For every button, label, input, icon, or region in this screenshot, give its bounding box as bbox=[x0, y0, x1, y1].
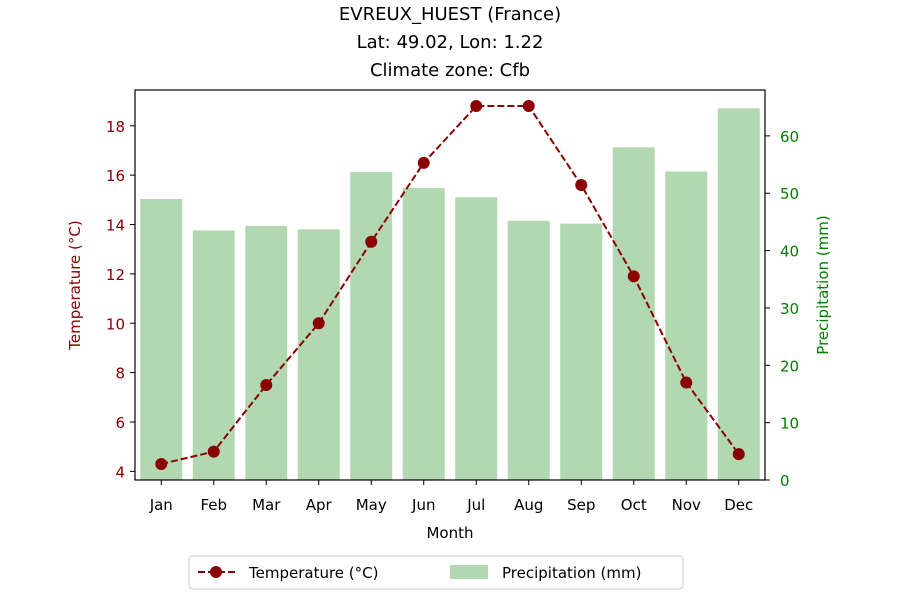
precipitation-bars bbox=[140, 108, 760, 480]
x-tick-label-may: May bbox=[356, 496, 387, 514]
right-tick-label-50: 50 bbox=[780, 185, 799, 203]
right-tick-label-10: 10 bbox=[780, 415, 799, 433]
x-tick-label-apr: Apr bbox=[306, 496, 333, 514]
legend-precipitation-swatch bbox=[450, 565, 488, 579]
right-y-axis: 0 10 20 30 40 50 60 bbox=[765, 128, 799, 490]
temperature-point-mar bbox=[260, 378, 273, 391]
x-tick-label-mar: Mar bbox=[252, 496, 281, 514]
temperature-point-feb bbox=[207, 445, 220, 458]
left-tick-label-16: 16 bbox=[106, 167, 125, 185]
temperature-point-may bbox=[365, 235, 378, 248]
x-axis: Jan Feb Mar Apr May Jun Jul Aug Sep Oct Nov Dec bbox=[149, 480, 753, 514]
x-tick-label-jun: Jun bbox=[411, 496, 435, 514]
legend-temperature-label: Temperature (°C) bbox=[248, 564, 378, 582]
x-tick-label-nov: Nov bbox=[672, 496, 701, 514]
precipitation-bar-jul bbox=[455, 197, 498, 480]
left-y-axis-label: Temperature (°C) bbox=[66, 220, 84, 350]
temperature-point-jan bbox=[155, 457, 168, 470]
legend-precipitation-label: Precipitation (mm) bbox=[502, 564, 641, 582]
legend-box bbox=[188, 555, 684, 590]
x-tick-label-sep: Sep bbox=[567, 496, 595, 514]
legend-temperature-marker bbox=[210, 566, 222, 578]
precipitation-bar-mar bbox=[245, 225, 288, 480]
precipitation-bar-jun bbox=[402, 188, 445, 480]
right-y-axis-label: Precipitation (mm) bbox=[814, 215, 832, 354]
x-tick-label-jul: Jul bbox=[466, 496, 485, 514]
x-tick-label-oct: Oct bbox=[621, 496, 647, 514]
temperature-point-aug bbox=[522, 100, 535, 113]
right-tick-label-60: 60 bbox=[780, 128, 799, 146]
precipitation-bar-dec bbox=[717, 108, 760, 480]
left-tick-label-8: 8 bbox=[115, 365, 125, 383]
temperature-point-oct bbox=[627, 270, 640, 283]
chart-title-line-1: EVREUX_HUEST (France) bbox=[339, 4, 561, 25]
temperature-point-nov bbox=[680, 376, 693, 389]
precipitation-bar-oct bbox=[612, 147, 655, 480]
left-tick-label-6: 6 bbox=[115, 414, 125, 432]
right-tick-label-30: 30 bbox=[780, 300, 799, 318]
precipitation-bar-sep bbox=[560, 223, 603, 480]
temperature-point-sep bbox=[575, 179, 588, 192]
precipitation-bar-may bbox=[350, 172, 393, 480]
left-tick-label-4: 4 bbox=[115, 463, 125, 481]
precipitation-bar-jan bbox=[140, 198, 183, 480]
left-y-axis: 4 6 8 10 12 14 16 18 bbox=[106, 118, 135, 481]
x-axis-label: Month bbox=[426, 524, 473, 542]
right-tick-label-20: 20 bbox=[780, 357, 799, 375]
precipitation-bar-apr bbox=[297, 229, 340, 480]
legend: Temperature (°C) Precipitation (mm) bbox=[188, 555, 684, 590]
temperature-line-layer bbox=[155, 100, 745, 470]
temperature-line bbox=[161, 105, 740, 465]
left-tick-label-12: 12 bbox=[106, 266, 125, 284]
x-tick-label-aug: Aug bbox=[514, 496, 543, 514]
chart-title-line-2: Lat: 49.02, Lon: 1.22 bbox=[357, 32, 544, 53]
precipitation-bar-aug bbox=[507, 220, 550, 480]
right-tick-label-0: 0 bbox=[780, 472, 790, 490]
left-tick-label-14: 14 bbox=[106, 217, 125, 235]
precipitation-bar-nov bbox=[665, 171, 708, 480]
temperature-point-jul bbox=[470, 100, 483, 113]
precipitation-bar-feb bbox=[192, 230, 235, 480]
temperature-point-jun bbox=[417, 156, 430, 169]
x-tick-label-jan: Jan bbox=[149, 496, 173, 514]
left-tick-label-10: 10 bbox=[106, 315, 125, 333]
temperature-point-apr bbox=[312, 317, 325, 330]
right-tick-label-40: 40 bbox=[780, 243, 799, 261]
left-tick-label-18: 18 bbox=[106, 118, 125, 136]
x-tick-label-dec: Dec bbox=[724, 496, 753, 514]
chart-title-line-3: Climate zone: Cfb bbox=[370, 60, 530, 81]
temperature-point-dec bbox=[732, 448, 745, 461]
x-tick-label-feb: Feb bbox=[200, 496, 227, 514]
plot-frame bbox=[134, 89, 766, 481]
